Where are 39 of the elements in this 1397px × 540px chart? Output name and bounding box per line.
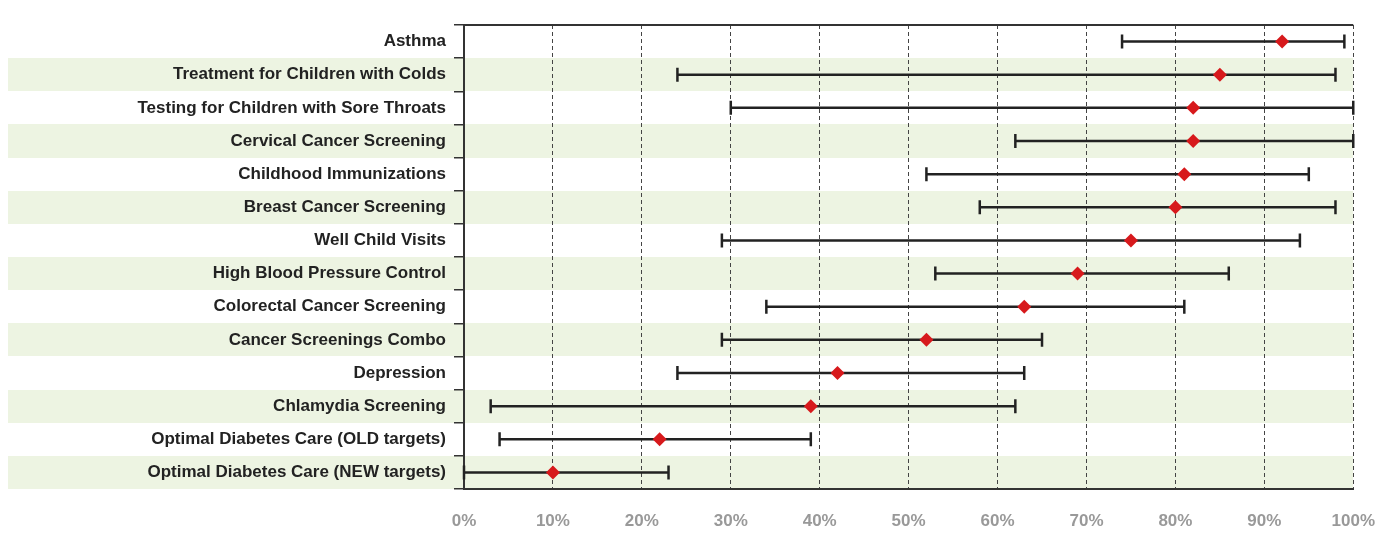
y-tick-label: Testing for Children with Sore Throats — [137, 97, 446, 117]
y-tick-label: Optimal Diabetes Care (NEW targets) — [147, 462, 446, 482]
x-tick-label: 0% — [451, 510, 477, 530]
point — [1070, 266, 1085, 281]
y-tick-label: Optimal Diabetes Care (OLD targets) — [151, 428, 446, 448]
x-tick-label: 30% — [713, 510, 748, 530]
point — [1212, 67, 1227, 82]
x-tick-label: 40% — [802, 510, 837, 530]
point — [830, 366, 845, 380]
point — [652, 432, 667, 447]
point — [1186, 100, 1201, 115]
point — [1017, 299, 1032, 314]
x-tick-label: 80% — [1158, 510, 1193, 530]
y-tick-label: Childhood Immunizations — [238, 163, 446, 183]
y-tick-label: Colorectal Cancer Screening — [213, 296, 446, 316]
y-tick-label: Depression — [353, 362, 446, 382]
point — [1186, 134, 1201, 148]
x-tick-label: 60% — [980, 510, 1015, 530]
y-tick-label: Asthma — [383, 31, 447, 51]
x-tick-label: 90% — [1247, 510, 1282, 530]
y-tick-label: Breast Cancer Screening — [243, 196, 446, 216]
point — [1177, 167, 1192, 182]
x-tick-label: 70% — [1069, 510, 1104, 530]
point — [1123, 233, 1138, 248]
point — [919, 332, 934, 347]
point — [1275, 34, 1290, 49]
point — [803, 399, 818, 414]
y-tick-label: Cervical Cancer Screening — [230, 130, 446, 150]
point — [1168, 200, 1183, 215]
y-tick-label: High Blood Pressure Control — [212, 263, 446, 283]
y-tick-label: Chlamydia Screening — [273, 395, 446, 415]
x-tick-label: 50% — [891, 510, 926, 530]
x-tick-label: 10% — [535, 510, 570, 530]
x-tick-label: 20% — [624, 510, 659, 530]
point — [545, 465, 560, 480]
y-tick-label: Treatment for Children with Colds — [173, 64, 446, 84]
y-tick-label: Cancer Screenings Combo — [228, 329, 446, 349]
x-tick-label: 100% — [1331, 510, 1375, 530]
y-tick-label: Well Child Visits — [314, 230, 446, 250]
